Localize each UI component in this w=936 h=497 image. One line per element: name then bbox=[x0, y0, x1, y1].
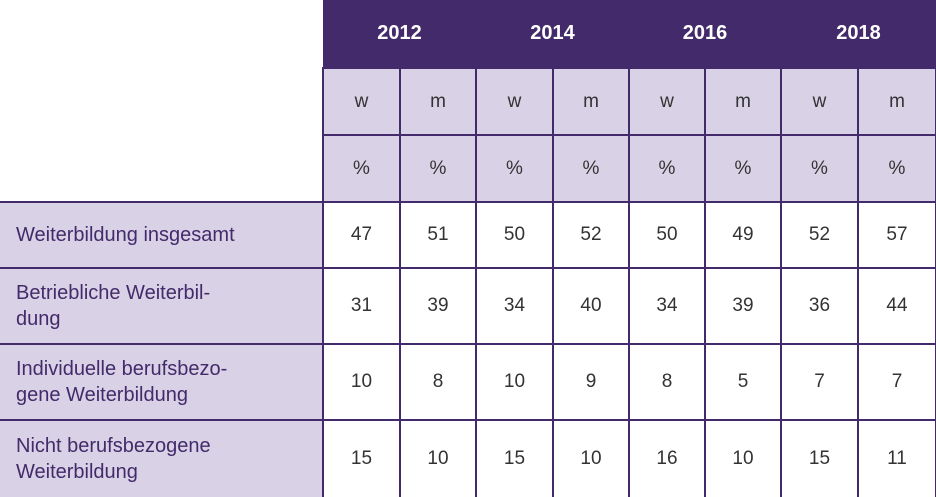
value-cell: 49 bbox=[704, 201, 781, 268]
value-cell: 34 bbox=[475, 267, 553, 344]
value-cell: 7 bbox=[780, 343, 858, 420]
value-cell: 52 bbox=[780, 201, 858, 268]
gender-header: w bbox=[780, 67, 858, 135]
gender-header: w bbox=[475, 67, 553, 135]
value-cell: 15 bbox=[475, 419, 553, 497]
value-cell: 10 bbox=[704, 419, 781, 497]
value-cell: 47 bbox=[322, 201, 400, 268]
value-cell: 31 bbox=[322, 267, 400, 344]
corner-cell bbox=[0, 0, 323, 68]
unit-header: % bbox=[322, 134, 400, 202]
value-cell: 15 bbox=[780, 419, 858, 497]
value-cell: 7 bbox=[857, 343, 936, 420]
value-cell: 15 bbox=[322, 419, 400, 497]
row-label: Individuelle berufsbezo- gene Weiterbild… bbox=[0, 343, 323, 420]
unit-header: % bbox=[628, 134, 705, 202]
value-cell: 44 bbox=[857, 267, 936, 344]
value-cell: 5 bbox=[704, 343, 781, 420]
value-cell: 50 bbox=[628, 201, 705, 268]
table-row: Nicht berufsbezogene Weiterbildung 15 10 15… bbox=[0, 419, 936, 497]
year-header: 2012 bbox=[323, 0, 476, 68]
year-header: 2018 bbox=[781, 0, 936, 68]
gender-header: w bbox=[628, 67, 705, 135]
value-cell: 34 bbox=[628, 267, 705, 344]
value-cell: 40 bbox=[552, 267, 629, 344]
value-cell: 10 bbox=[552, 419, 629, 497]
corner-cell bbox=[0, 135, 323, 202]
value-cell: 10 bbox=[475, 343, 553, 420]
value-cell: 57 bbox=[857, 201, 936, 268]
year-header: 2014 bbox=[476, 0, 629, 68]
value-cell: 16 bbox=[628, 419, 705, 497]
unit-header: % bbox=[475, 134, 553, 202]
table-row: Betriebliche Weiterbil- dung 31 39 34 40 34 39… bbox=[0, 267, 936, 344]
row-label: Nicht berufsbezogene Weiterbildung bbox=[0, 419, 323, 497]
unit-header: % bbox=[857, 134, 936, 202]
unit-header: % bbox=[780, 134, 858, 202]
gender-header: m bbox=[399, 67, 476, 135]
row-label: Betriebliche Weiterbil- dung bbox=[0, 267, 323, 344]
value-cell: 51 bbox=[399, 201, 476, 268]
value-cell: 8 bbox=[628, 343, 705, 420]
value-cell: 11 bbox=[857, 419, 936, 497]
value-cell: 9 bbox=[552, 343, 629, 420]
value-cell: 50 bbox=[475, 201, 553, 268]
gender-header: w bbox=[322, 67, 400, 135]
value-cell: 36 bbox=[780, 267, 858, 344]
unit-header: % bbox=[704, 134, 781, 202]
value-cell: 52 bbox=[552, 201, 629, 268]
year-header: 2016 bbox=[629, 0, 781, 68]
unit-header: % bbox=[399, 134, 476, 202]
value-cell: 8 bbox=[399, 343, 476, 420]
value-cell: 10 bbox=[322, 343, 400, 420]
header-row-years: 2012 2014 2016 2018 bbox=[0, 0, 936, 68]
table-row: Weiterbildung insgesamt 47 51 50 52 50 49 52 57 bbox=[0, 201, 936, 268]
value-cell: 39 bbox=[704, 267, 781, 344]
value-cell: 39 bbox=[399, 267, 476, 344]
gender-header: m bbox=[552, 67, 629, 135]
row-label: Weiterbildung insgesamt bbox=[0, 201, 323, 268]
table-row: Individuelle berufsbezo- gene Weiterbild… bbox=[0, 343, 936, 420]
corner-cell bbox=[0, 68, 323, 135]
gender-header: m bbox=[857, 67, 936, 135]
value-cell: 10 bbox=[399, 419, 476, 497]
header-row-unit: %%%%%%%% bbox=[0, 134, 936, 202]
unit-header: % bbox=[552, 134, 629, 202]
gender-header: m bbox=[704, 67, 781, 135]
